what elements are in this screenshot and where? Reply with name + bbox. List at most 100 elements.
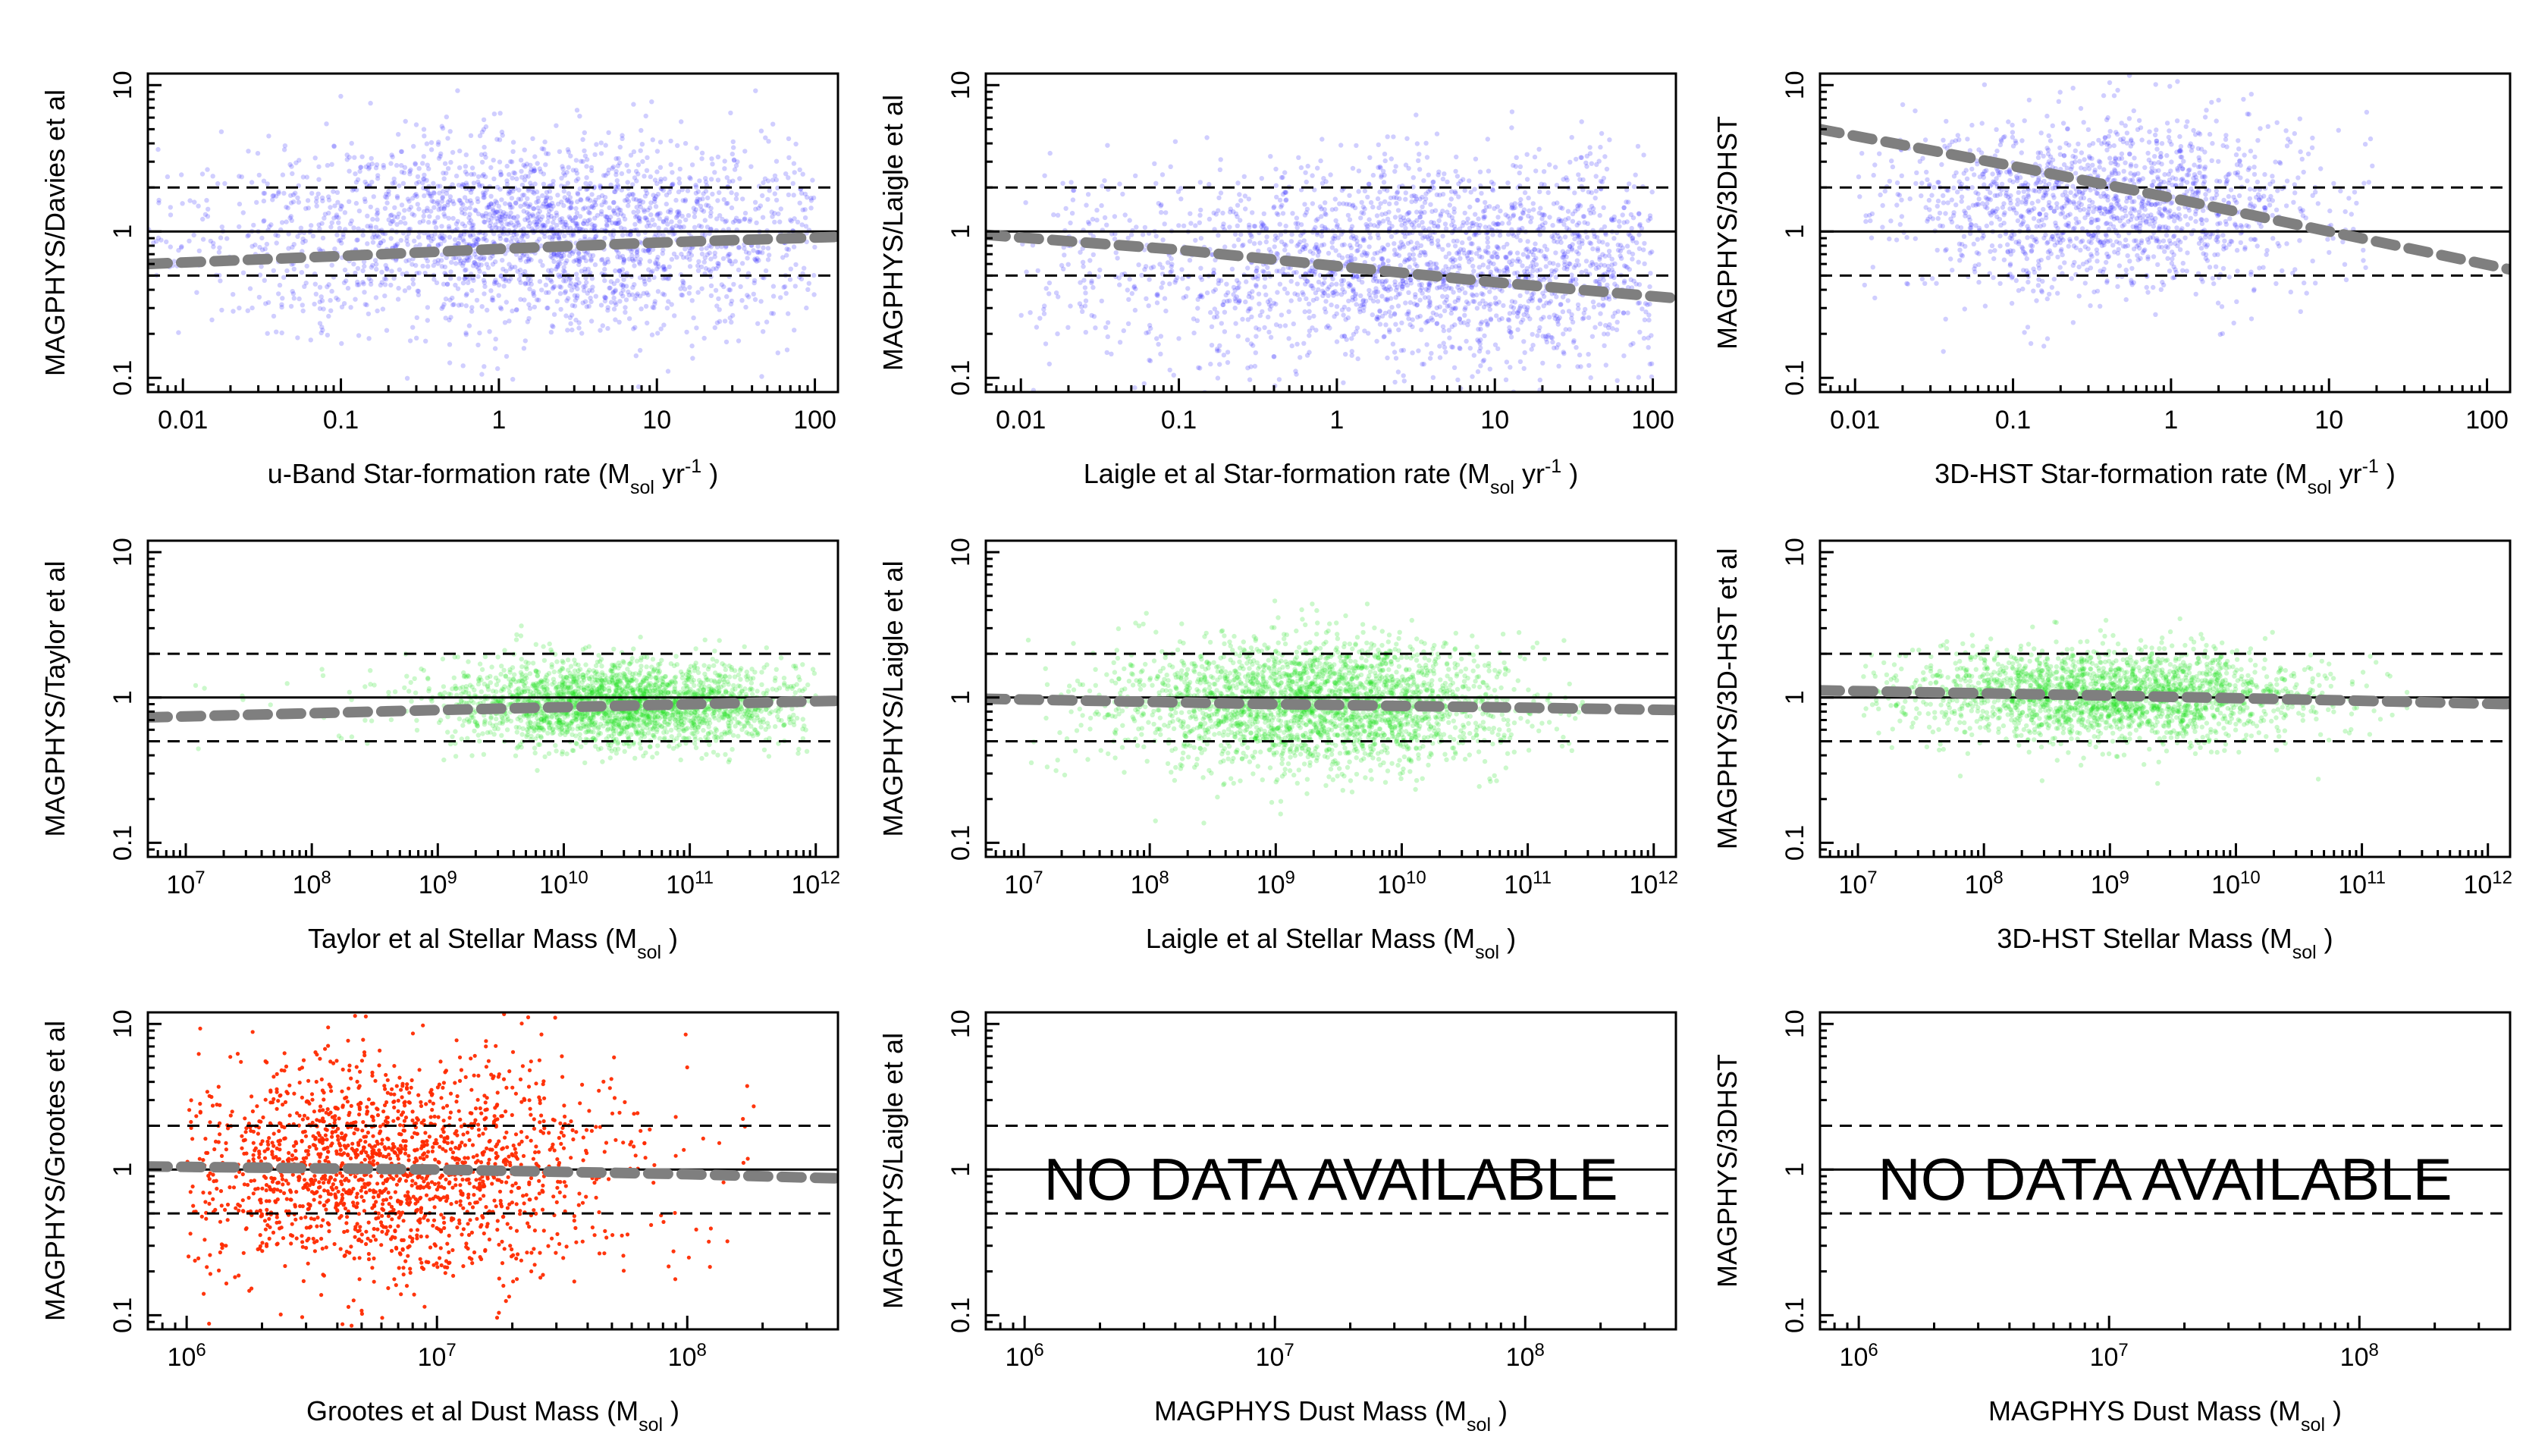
data-point <box>494 225 499 231</box>
data-point <box>1244 337 1250 343</box>
data-point <box>2298 309 2303 315</box>
data-point <box>415 202 420 207</box>
data-point <box>804 305 809 311</box>
data-point <box>730 151 735 157</box>
data-point <box>482 190 488 196</box>
data-point <box>1037 315 1043 321</box>
data-point <box>544 151 549 156</box>
data-point <box>1397 244 1402 249</box>
data-point <box>1602 331 1607 337</box>
data-point <box>618 273 624 278</box>
data-point <box>2131 108 2136 114</box>
data-point <box>1294 404 1299 409</box>
data-point <box>463 152 469 158</box>
data-point <box>1495 204 1501 209</box>
data-point <box>535 161 540 166</box>
data-point <box>592 226 597 231</box>
data-point <box>231 292 236 297</box>
data-point <box>325 284 330 290</box>
data-point <box>462 223 468 229</box>
data-point <box>1251 224 1257 229</box>
data-point <box>1649 190 1655 195</box>
data-point <box>569 206 574 211</box>
data-point <box>1332 314 1337 319</box>
data-point <box>413 162 418 167</box>
data-point <box>752 280 757 286</box>
data-point <box>1486 224 1492 230</box>
data-point <box>571 249 576 254</box>
data-point <box>524 253 530 259</box>
data-point <box>669 302 674 307</box>
data-point <box>1237 192 1242 197</box>
data-point <box>1512 300 1518 305</box>
data-point <box>1392 311 1398 316</box>
data-point <box>569 201 574 206</box>
data-point <box>178 245 184 250</box>
data-point <box>2248 316 2255 322</box>
data-point <box>467 205 472 211</box>
data-point <box>1521 339 1527 344</box>
data-point <box>1428 187 1433 193</box>
data-point <box>1997 243 2003 249</box>
data-point <box>1397 291 1403 297</box>
data-point <box>1424 318 1430 324</box>
data-point <box>304 174 309 180</box>
data-point <box>1533 256 1539 261</box>
data-point <box>1364 224 1370 229</box>
data-point <box>1320 293 1326 299</box>
data-point <box>1379 278 1385 284</box>
data-point <box>671 251 677 256</box>
data-point <box>1627 233 1633 238</box>
data-point <box>322 212 328 217</box>
data-point <box>792 216 797 221</box>
data-point <box>1455 377 1461 383</box>
data-point <box>545 219 551 224</box>
data-point <box>1340 287 1345 292</box>
data-point <box>1409 199 1414 205</box>
data-point <box>652 196 657 202</box>
data-point <box>696 259 701 265</box>
data-point <box>784 246 789 252</box>
data-point <box>1569 312 1574 318</box>
data-point <box>463 332 469 337</box>
data-point <box>1235 202 1241 208</box>
data-point <box>457 198 463 203</box>
data-point <box>1350 287 1356 293</box>
data-point <box>1179 267 1185 272</box>
data-point <box>1213 212 1219 217</box>
data-point <box>755 249 761 256</box>
data-point <box>765 178 771 184</box>
data-point <box>362 196 368 202</box>
data-point <box>575 199 580 205</box>
data-point <box>1443 264 1448 269</box>
data-point <box>1474 292 1480 298</box>
data-point <box>581 288 587 293</box>
data-point <box>366 311 372 317</box>
data-point <box>1105 143 1110 148</box>
data-point <box>535 196 541 201</box>
data-point <box>531 290 536 296</box>
data-point <box>559 175 564 181</box>
data-point <box>585 221 590 227</box>
data-point <box>532 166 537 171</box>
data-point <box>497 111 503 116</box>
data-point <box>736 245 742 250</box>
data-point <box>1441 328 1447 334</box>
data-point <box>1283 243 1288 248</box>
data-point <box>1334 304 1340 309</box>
data-point <box>1611 214 1617 220</box>
data-point <box>1247 290 1252 297</box>
data-point <box>1426 226 1432 231</box>
data-point <box>461 239 466 244</box>
data-point <box>421 213 426 219</box>
data-point <box>438 258 444 263</box>
data-point <box>1329 245 1335 250</box>
data-point <box>656 211 661 217</box>
data-point <box>219 224 224 230</box>
data-point <box>1334 311 1339 316</box>
data-point <box>1476 349 1483 354</box>
data-point <box>1623 264 1629 269</box>
data-point <box>1621 263 1627 268</box>
data-point <box>1191 330 1197 336</box>
data-point <box>318 330 324 336</box>
